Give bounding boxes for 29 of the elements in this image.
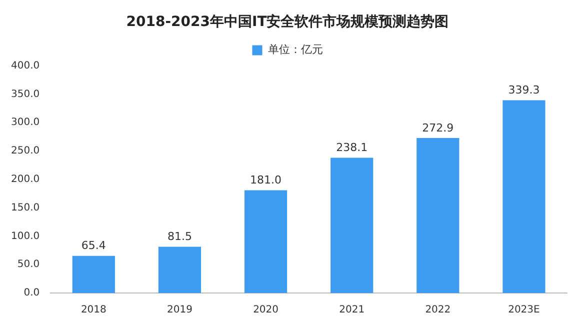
y-tick-label: 300.0: [10, 117, 40, 128]
bar: [72, 256, 115, 293]
x-tick-label: 2018: [80, 304, 106, 316]
y-tick-label: 250.0: [10, 146, 40, 157]
bar: [502, 100, 546, 293]
y-tick-label: 50.0: [17, 259, 40, 270]
y-tick-label: 400.0: [10, 60, 40, 72]
y-tick-label: 0.0: [24, 288, 40, 299]
data-label: 81.5: [167, 230, 192, 244]
y-tick-label: 100.0: [10, 230, 40, 242]
x-tick-label: 2023E: [508, 304, 540, 316]
x-tick-label: 2019: [166, 304, 192, 316]
y-tick-label: 200.0: [10, 174, 40, 185]
data-label: 181.0: [250, 174, 282, 187]
bar: [158, 246, 202, 293]
legend-label: 单位：亿元: [268, 43, 323, 56]
data-label: 272.9: [422, 121, 454, 134]
bar: [244, 190, 288, 293]
bar: [416, 138, 460, 293]
data-label: 65.4: [81, 239, 106, 252]
x-tick-label: 2021: [339, 304, 365, 316]
data-label: 339.3: [508, 84, 540, 97]
x-tick-label: 2022: [425, 304, 451, 316]
y-tick-label: 150.0: [10, 202, 40, 214]
bar: [330, 158, 374, 293]
chart-title: 2018-2023年中国IT安全软件市场规模预测趋势图: [126, 13, 449, 30]
data-label: 238.1: [336, 141, 368, 154]
x-tick-label: 2020: [253, 304, 279, 316]
y-tick-label: 350.0: [10, 88, 40, 100]
